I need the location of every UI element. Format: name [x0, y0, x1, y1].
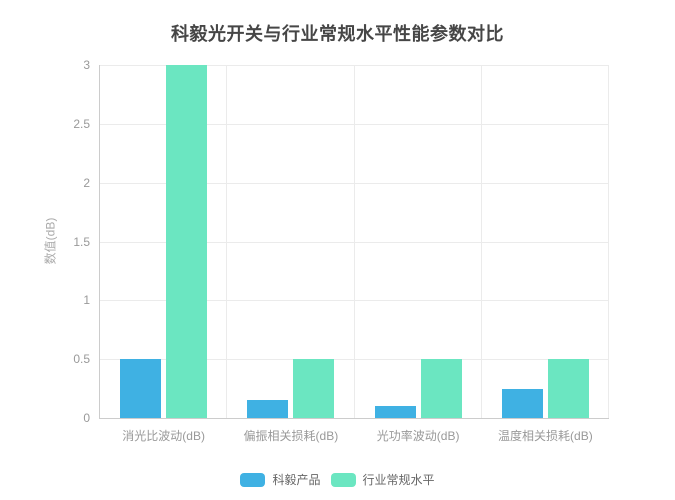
y-axis-tick-label: 2.5 [73, 116, 90, 131]
gridline-horizontal [100, 182, 609, 184]
legend-item-industry-standard[interactable]: 行业常规水平 [330, 471, 435, 488]
legend: 科毅产品 行业常规水平 [0, 471, 675, 488]
y-axis-tick-label: 1 [83, 293, 90, 308]
y-axis-tick-label: 0.5 [73, 352, 90, 367]
bar-industry-standard-2 [420, 359, 462, 418]
bar-industry-standard-3 [547, 359, 589, 418]
chart-title: 科毅光开关与行业常规水平性能参数对比 [171, 24, 504, 44]
legend-swatch-industry-standard [330, 472, 356, 487]
legend-label-industry-standard: 行业常规水平 [362, 473, 435, 487]
gridline-horizontal [100, 241, 609, 243]
gridline-horizontal [100, 65, 609, 66]
x-axis-category-label: 偏振相关损耗(dB) [243, 429, 339, 443]
y-axis-tick-label: 1.5 [73, 234, 90, 249]
y-axis-name: 数值(dB) [43, 217, 58, 265]
y-axis-tick-label: 0 [83, 411, 90, 425]
legend-label-keyi-product: 科毅产品 [272, 473, 321, 487]
gridline-horizontal [100, 359, 609, 361]
bar-keyi-product-0 [120, 359, 162, 418]
x-axis-category-label: 消光比波动(dB) [122, 429, 205, 443]
y-axis-tick-label: 3 [83, 58, 90, 72]
y-axis-tick-label: 2 [83, 175, 90, 190]
x-axis-category-label: 温度相关损耗(dB) [498, 429, 593, 443]
legend-item-keyi-product[interactable]: 科毅产品 [240, 471, 321, 488]
gridline-horizontal [100, 300, 609, 302]
bar-industry-standard-1 [293, 359, 335, 418]
legend-swatch-keyi-product [240, 472, 266, 487]
bar-industry-standard-0 [166, 65, 208, 418]
gridline-vertical [226, 65, 228, 418]
bar-keyi-product-1 [247, 400, 289, 418]
gridline-vertical [353, 65, 355, 418]
gridline-vertical [480, 65, 482, 418]
bar-keyi-product-3 [501, 388, 543, 418]
gridline-vertical [608, 65, 609, 418]
x-axis-category-label: 光功率波动(dB) [376, 429, 460, 443]
plot-area: 0 0.5 1 1.5 2 2.5 3 消光比波动(dB) 偏振相关损耗(dB) 光功率波动(dB… [73, 58, 609, 443]
bar-keyi-product-2 [374, 406, 416, 418]
gridline-horizontal [100, 123, 609, 125]
